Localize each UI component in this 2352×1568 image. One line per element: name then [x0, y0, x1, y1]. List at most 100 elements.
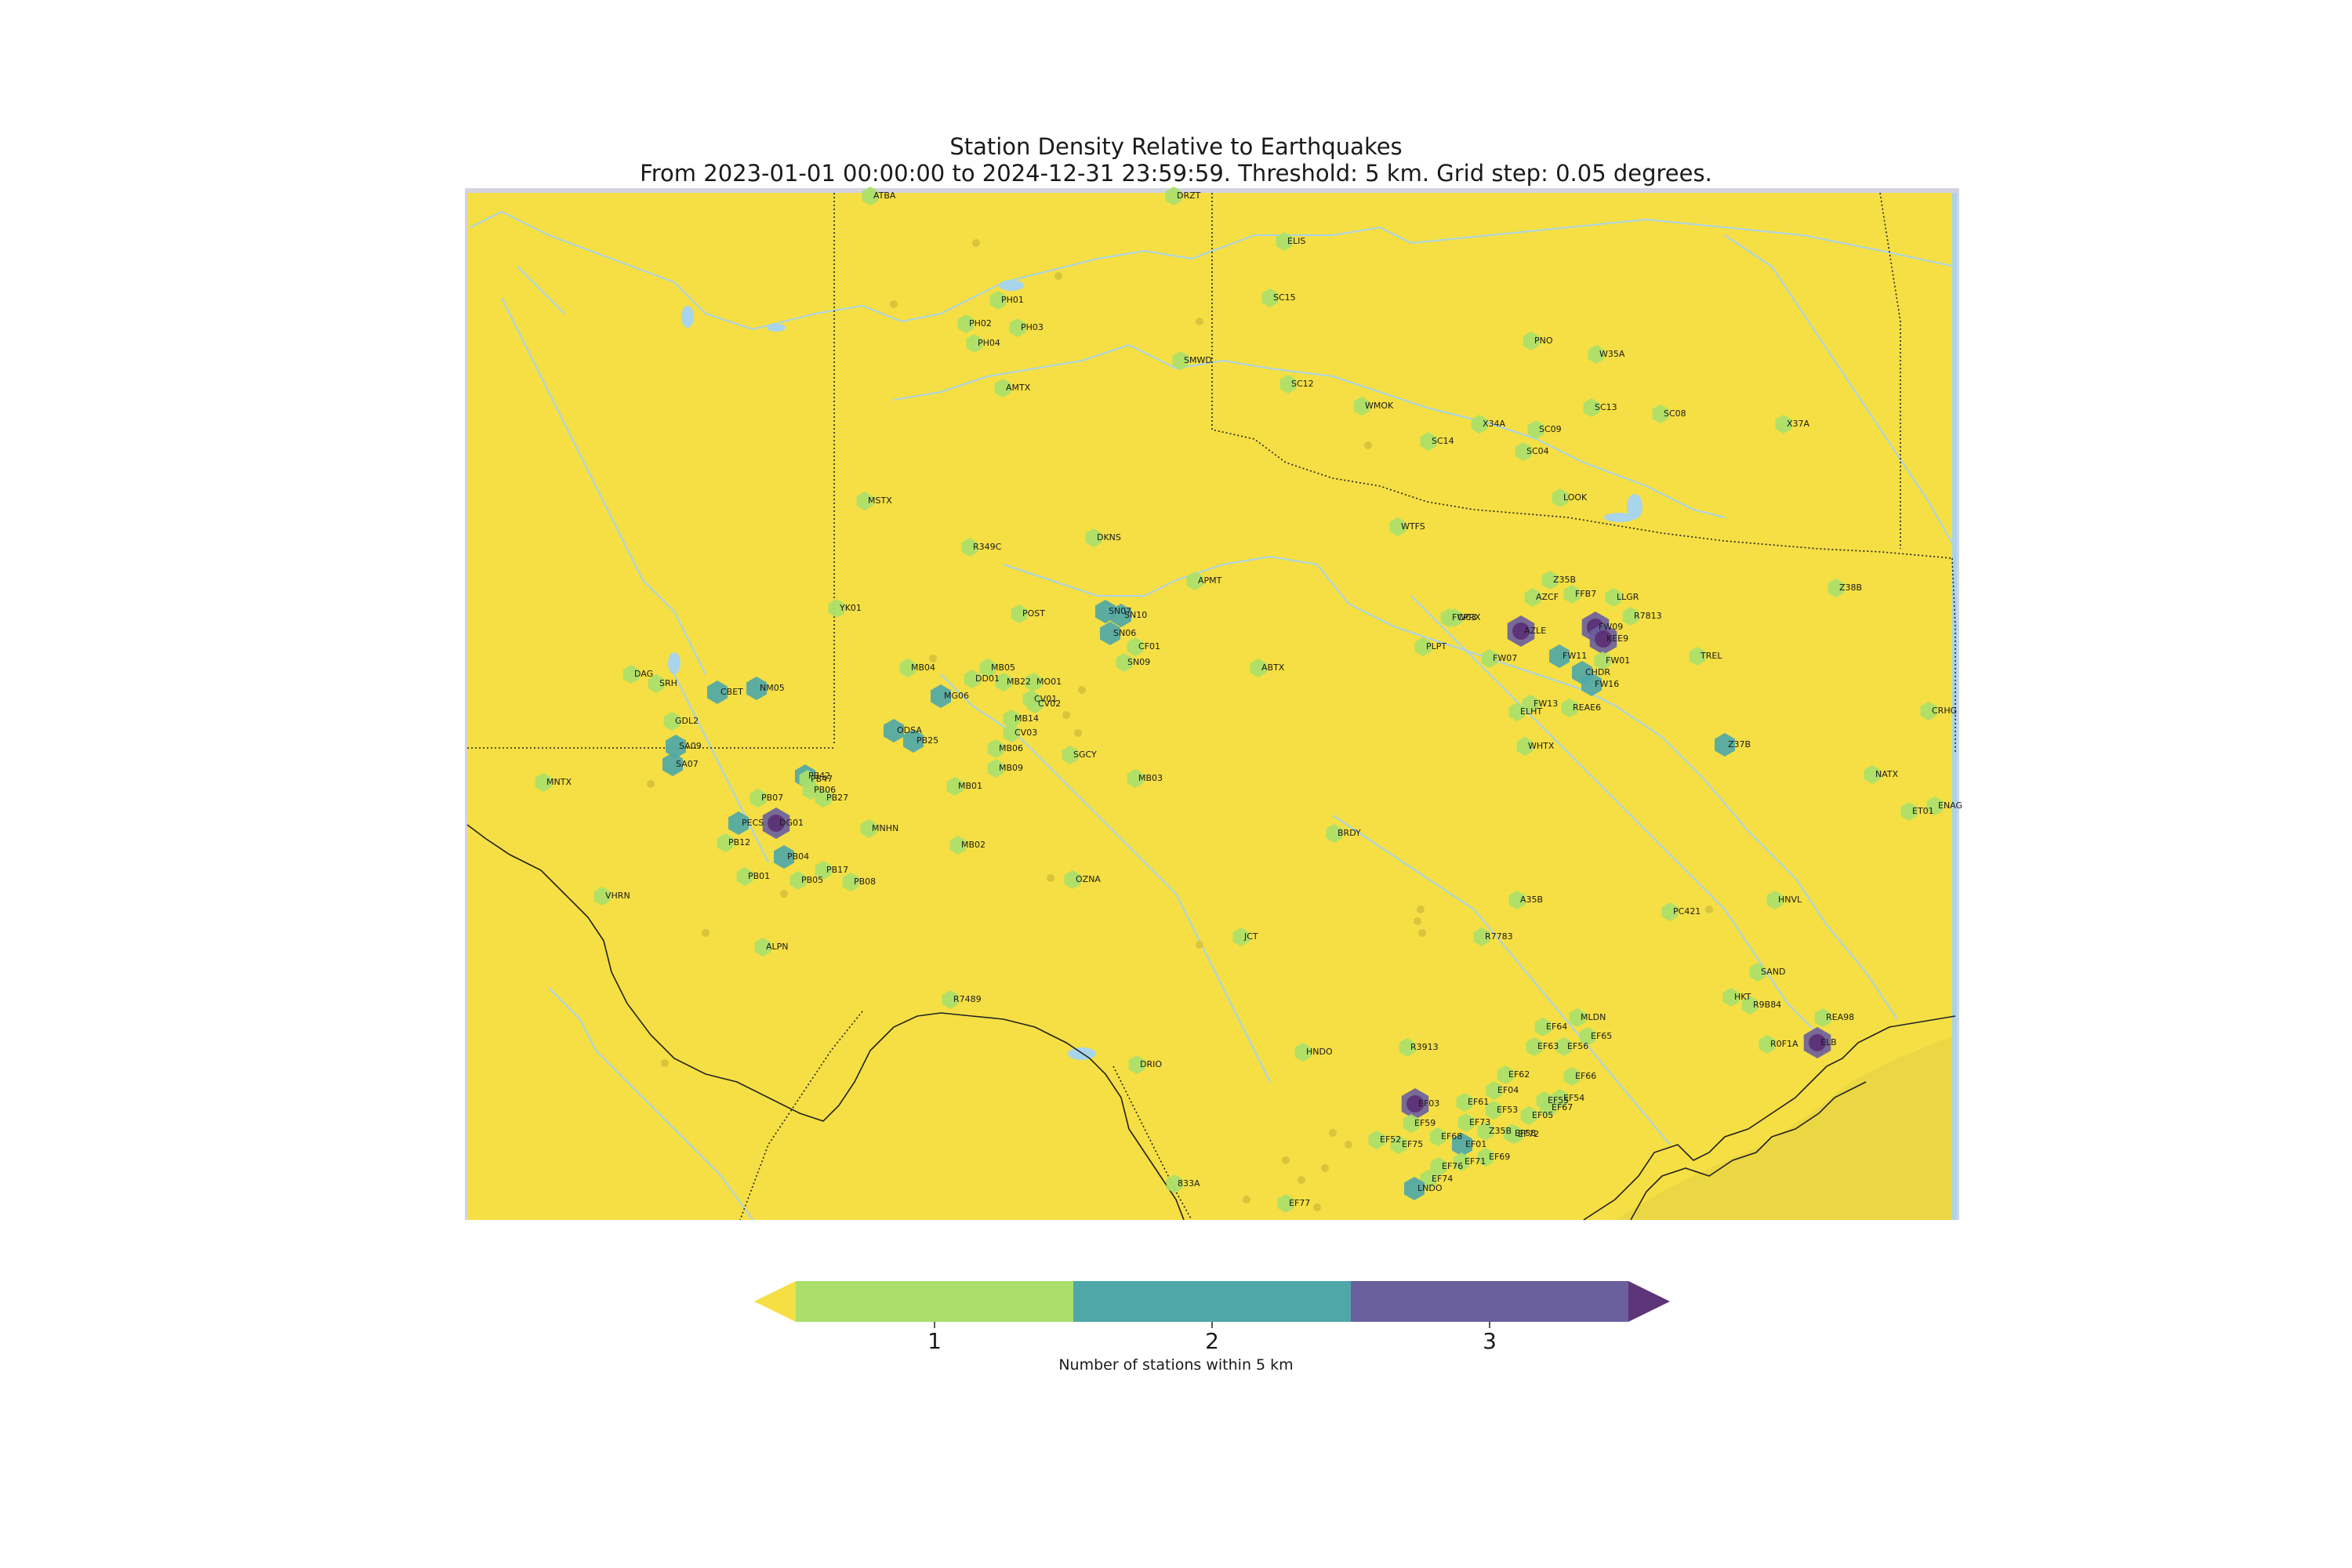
station-label: Z35B — [1553, 575, 1576, 585]
station-label: MSTX — [868, 495, 892, 506]
density-blob — [1561, 699, 1578, 717]
density-blob — [736, 867, 753, 886]
station-label: SGCY — [1073, 750, 1097, 760]
station-label: PH03 — [1021, 322, 1044, 332]
density-blob-core — [1809, 1034, 1826, 1051]
station-label: CPRX — [1457, 612, 1481, 622]
station-label: EF63 — [1537, 1041, 1559, 1051]
station-label: FFB7 — [1575, 589, 1596, 599]
station-label: PB47 — [811, 774, 833, 784]
earthquake-speck — [1196, 318, 1203, 325]
station-label: PB06 — [814, 785, 836, 795]
station-label: EF64 — [1546, 1022, 1567, 1032]
station-label: R3913 — [1410, 1042, 1439, 1052]
density-blob — [1232, 927, 1250, 946]
density-blob — [987, 759, 1004, 778]
station-label: SC08 — [1664, 408, 1686, 419]
station-label: EF74 — [1432, 1174, 1453, 1184]
station-label: EF56 — [1567, 1041, 1588, 1051]
earthquake-speck — [972, 239, 980, 247]
density-blob — [1661, 902, 1679, 921]
density-blob — [1403, 1114, 1420, 1133]
density-blob — [987, 739, 1004, 758]
station-label: ODSA — [897, 725, 922, 735]
density-blob — [1166, 1174, 1183, 1193]
density-blob — [1062, 746, 1079, 764]
station-label: MB14 — [1014, 713, 1039, 724]
station-label: CV03 — [1014, 728, 1037, 738]
station-label: TREL — [1700, 651, 1722, 661]
density-blob — [1775, 415, 1792, 434]
density-blob — [1440, 608, 1457, 627]
density-blob — [1741, 996, 1759, 1014]
density-blob — [1452, 1133, 1472, 1156]
density-blob — [1864, 765, 1881, 784]
density-blob — [1605, 588, 1622, 607]
station-label: R7783 — [1485, 931, 1513, 942]
density-blob — [1579, 1027, 1596, 1046]
station-label: EF69 — [1489, 1152, 1510, 1162]
station-label: EF65 — [1591, 1031, 1612, 1041]
density-blob — [1172, 351, 1189, 370]
earthquake-speck — [1074, 729, 1082, 737]
station-label: DKNS — [1097, 532, 1121, 543]
station-label: W35A — [1599, 349, 1625, 359]
station-label: EF71 — [1465, 1156, 1486, 1167]
density-blob — [1749, 963, 1766, 982]
density-blob-core — [1406, 1095, 1424, 1112]
density-blob — [707, 681, 728, 704]
density-blob — [1652, 405, 1669, 423]
density-blob — [1277, 1194, 1294, 1213]
colorbar-segment-2 — [1073, 1281, 1351, 1322]
borders-and-coast — [466, 824, 1956, 1221]
density-blob — [1516, 737, 1534, 756]
density-blob — [746, 677, 767, 700]
density-blob — [1524, 588, 1541, 607]
station-label: EF61 — [1468, 1097, 1489, 1107]
station-label: MNHN — [872, 823, 898, 833]
station-label: EF05 — [1532, 1110, 1553, 1120]
station-label: SA09 — [679, 741, 702, 751]
density-blob — [1900, 802, 1918, 821]
earthquake-speck — [1282, 1156, 1290, 1164]
station-label: MB04 — [911, 662, 935, 673]
station-label: Z35B — [1489, 1126, 1512, 1136]
density-blob — [1526, 1037, 1543, 1056]
density-blob — [774, 845, 794, 869]
station-label: MNTX — [546, 777, 572, 787]
earthquake-speck — [1345, 1141, 1352, 1149]
station-label: R7813 — [1634, 611, 1662, 621]
station-label: MB01 — [958, 781, 982, 791]
density-blob — [1515, 442, 1532, 461]
station-label: MB02 — [961, 840, 985, 850]
station-label: HNVL — [1778, 895, 1802, 905]
station-label: R9B84 — [1753, 1000, 1781, 1010]
density-blob — [899, 659, 916, 677]
density-blob — [1503, 1124, 1520, 1143]
station-label: DAG — [634, 669, 653, 679]
station-label: ABTX — [1261, 662, 1285, 673]
station-label: R0F1A — [1770, 1039, 1798, 1049]
station-label: X34A — [1483, 419, 1506, 429]
station-label: EF67 — [1552, 1102, 1573, 1112]
density-blob — [1429, 1127, 1446, 1146]
density-blob — [1508, 891, 1526, 909]
station-label: GDL2 — [675, 716, 699, 726]
station-label: FW11 — [1563, 651, 1587, 661]
station-label: PB27 — [826, 793, 848, 803]
density-blob — [1520, 1106, 1537, 1125]
station-label: LOOK — [1563, 492, 1588, 503]
earthquake-speck — [1313, 1203, 1321, 1211]
density-blob — [1534, 1018, 1552, 1036]
density-blob — [1540, 1098, 1557, 1117]
colorbar-segment-1 — [796, 1281, 1073, 1322]
station-label: APMT — [1198, 575, 1222, 586]
earthquake-speck — [1243, 1196, 1250, 1203]
density-blob — [1294, 1043, 1312, 1062]
density-blob — [995, 673, 1012, 691]
density-blob — [1389, 517, 1406, 536]
density-blob — [994, 379, 1011, 397]
colorbar-over-arrow — [1628, 1281, 1670, 1322]
density-blob — [789, 871, 807, 890]
station-label: PB08 — [854, 877, 876, 887]
